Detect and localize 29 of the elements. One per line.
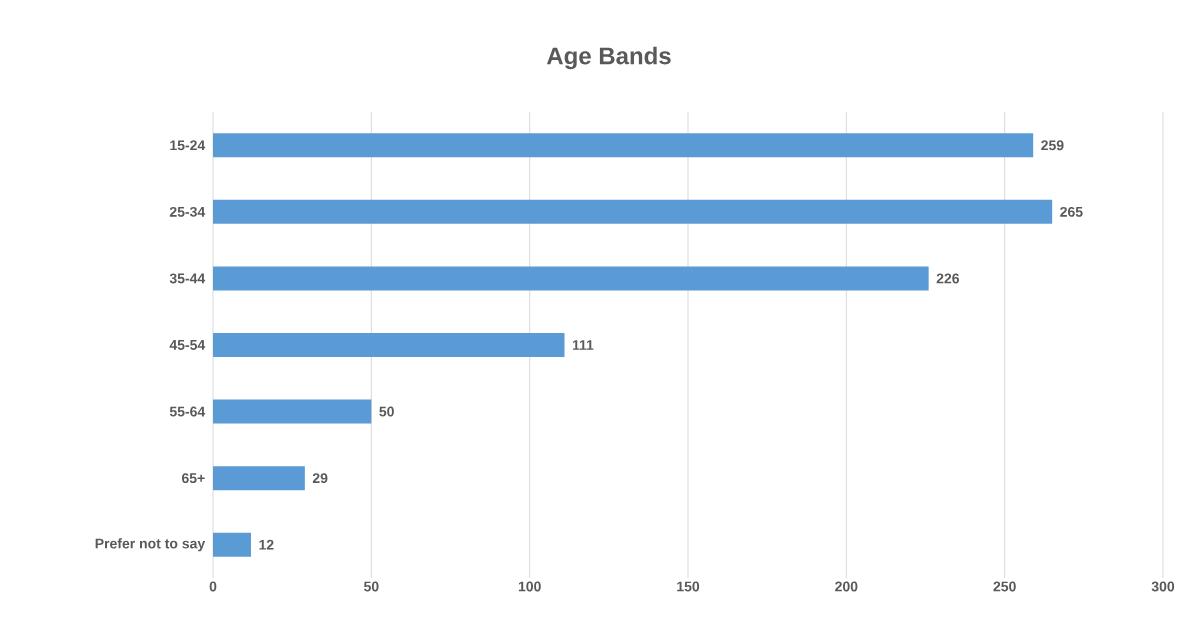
x-tick-label: 100 bbox=[518, 581, 541, 592]
bar bbox=[213, 532, 252, 557]
bar bbox=[213, 133, 1034, 158]
x-tick-label: 300 bbox=[1151, 581, 1175, 592]
x-tick-label: 50 bbox=[363, 581, 379, 592]
data-label: 226 bbox=[936, 273, 960, 284]
bar bbox=[213, 266, 929, 291]
x-tick-label: 0 bbox=[209, 581, 217, 592]
y-tick-label: 45-54 bbox=[169, 340, 206, 350]
x-tick-label: 200 bbox=[835, 581, 858, 592]
y-tick-label: 15-24 bbox=[170, 140, 206, 151]
chart-title: Age Bands bbox=[546, 46, 671, 70]
data-label: 12 bbox=[259, 539, 274, 550]
y-tick-label: Prefer not to say bbox=[95, 538, 206, 552]
y-tick-label: 55-64 bbox=[169, 406, 206, 417]
bar bbox=[213, 399, 372, 424]
data-label: 265 bbox=[1060, 206, 1083, 217]
bar bbox=[213, 199, 1053, 224]
y-tick-label: 35-44 bbox=[169, 273, 206, 284]
data-label: 111 bbox=[572, 340, 594, 350]
y-tick-label: 25-34 bbox=[169, 206, 206, 217]
data-label: 50 bbox=[379, 406, 394, 417]
data-label: 259 bbox=[1041, 140, 1064, 151]
data-label: 29 bbox=[312, 473, 328, 484]
x-tick-label: 150 bbox=[677, 581, 700, 592]
bar bbox=[213, 466, 305, 491]
bar bbox=[213, 332, 565, 357]
x-tick-label: 250 bbox=[993, 581, 1016, 592]
y-tick-label: 65+ bbox=[181, 473, 205, 484]
